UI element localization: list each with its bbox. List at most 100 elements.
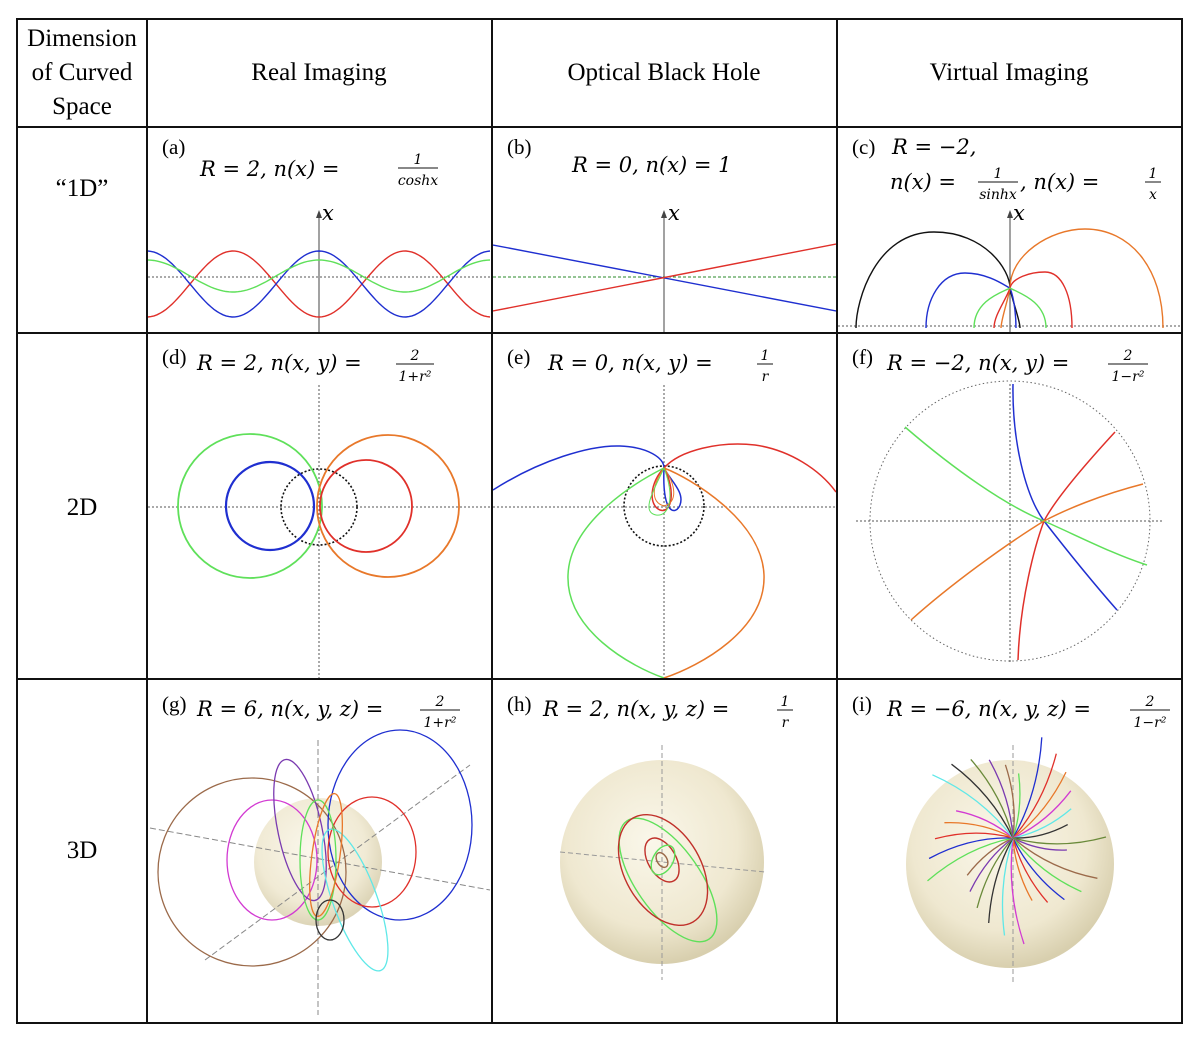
panel-e-orange-loop xyxy=(663,467,765,678)
panel-g-red-loop xyxy=(327,796,417,908)
panel-h-brown-inner xyxy=(655,851,669,869)
panel-g-axis-x xyxy=(149,827,491,891)
panel-i-geodesic-ray xyxy=(1012,771,1067,839)
panel-a-green-curve xyxy=(148,259,491,293)
panel-i-geodesic-ray xyxy=(970,758,1014,839)
panel-i-geodesic-ray xyxy=(1012,837,1098,879)
panel-i-geodesic-ray xyxy=(1001,837,1014,936)
panel-c-frac2-num: 1 xyxy=(1149,166,1158,182)
panel-i-geodesic-ray xyxy=(1012,836,1107,845)
panel-c-orange-arc xyxy=(1009,228,1164,329)
panel-d-orange-circle xyxy=(316,434,460,578)
panel-d-unit-circle xyxy=(280,468,358,546)
panel-e-red-loop xyxy=(651,467,672,511)
panel-i-frac-num: 2 xyxy=(1145,694,1155,710)
panel-i-geodesic-ray xyxy=(988,759,1014,839)
table-grid xyxy=(16,18,1183,1024)
panel-b-axis-x: x xyxy=(668,201,680,225)
panel-i-tag: (i) xyxy=(852,692,872,716)
panel-c-frac1-num: 1 xyxy=(994,166,1003,182)
panel-i-geodesic-ray xyxy=(1012,837,1049,903)
header-row: Dimension of Curved Space Real Imaging O… xyxy=(27,25,1089,120)
panel-h-frac-den: r xyxy=(782,715,790,731)
panel-c-line2a: n(x) = xyxy=(890,170,956,194)
panel-h-frac-num: 1 xyxy=(781,694,790,710)
panel-i-geodesic-ray xyxy=(988,837,1014,924)
panel-i-frac-den: 1−r² xyxy=(1134,715,1167,731)
row-label-3d: 3D xyxy=(67,837,98,864)
panel-i-sphere xyxy=(906,760,1114,968)
panel-d-blue-circle xyxy=(224,460,316,552)
panel-i-geodesic-ray xyxy=(1012,837,1082,893)
panel-c-frac1-den: sinhx xyxy=(979,187,1017,203)
panel-e-tag: (e) xyxy=(507,345,530,369)
panel-c-axis-x: x xyxy=(1013,201,1025,225)
panel-c-line1: R = −2, xyxy=(891,135,976,159)
panel-i-geodesic-ray xyxy=(932,774,1014,839)
panel-d-tag: (d) xyxy=(162,345,187,369)
panel-b: (b) R = 0, n(x) = 1 x xyxy=(493,135,836,332)
panel-e-blue-loop xyxy=(663,467,682,512)
panel-i-geodesic-ray xyxy=(1012,808,1072,839)
panel-b-formula: R = 0, n(x) = 1 xyxy=(571,153,732,177)
panel-e-formula: R = 0, n(x, y) = xyxy=(547,351,713,375)
panel-g-black-loop xyxy=(315,899,345,941)
panel-a-axis-x: x xyxy=(322,201,334,225)
panel-g-formula: R = 6, n(x, y, z) = xyxy=(196,697,383,721)
panel-e-green-loop xyxy=(567,467,665,678)
panel-g-frac-den: 1+r² xyxy=(424,715,457,731)
panel-c-axis-arrow xyxy=(1007,210,1013,218)
panel-i-geodesic-ray xyxy=(928,837,1014,860)
panel-h-axis-x xyxy=(559,851,766,873)
panel-f-frac-den: 1−r² xyxy=(1112,369,1145,385)
panel-h-green-outer xyxy=(618,817,718,943)
panel-f-frac-num: 2 xyxy=(1123,348,1133,364)
panel-a: (a) R = 2, n(x) = 1 coshx x xyxy=(148,135,491,332)
panel-c-line2b: , n(x) = xyxy=(1020,170,1099,194)
panel-i-geodesic-ray xyxy=(1012,824,1069,839)
panel-a-axis-arrow xyxy=(316,210,322,218)
panel-a-red-curve xyxy=(148,250,491,318)
panel-i-geodesic-ray xyxy=(1012,790,1072,839)
panel-c-frac2-den: x xyxy=(1149,187,1157,203)
panel-b-tag: (b) xyxy=(507,135,532,159)
panel-i-geodesic-ray xyxy=(1012,837,1065,901)
panel-i-geodesic-ray xyxy=(955,810,1014,839)
header-virtual-imaging: Virtual Imaging xyxy=(930,59,1089,86)
panel-i-formula: R = −6, n(x, y, z) = xyxy=(886,697,1091,721)
panel-g-green-loop xyxy=(299,799,337,921)
row-label-1d: “1D” xyxy=(56,175,109,202)
panel-c-blue-arc-tail xyxy=(1009,287,1017,329)
panel-f: (f) R = −2, n(x, y) = 2 1−r² xyxy=(852,345,1164,662)
panel-h: (h) R = 2, n(x, y, z) = 1 r xyxy=(507,692,793,980)
panel-g-frac-num: 2 xyxy=(435,694,445,710)
panel-e-red-arc xyxy=(663,443,836,493)
panel-c-red-arc xyxy=(1009,271,1073,329)
panel-e: (e) R = 0, n(x, y) = 1 r xyxy=(493,345,836,678)
panel-g-magenta-loop xyxy=(226,799,318,921)
panel-i-geodesic-ray xyxy=(966,837,1014,876)
panel-c-green-arc-left xyxy=(973,287,1011,329)
panel-d-frac-num: 2 xyxy=(410,348,420,364)
header-dimension-line3: Space xyxy=(52,93,112,120)
panel-b-red-line xyxy=(493,243,836,312)
panel-e-blue-arc xyxy=(493,445,665,491)
panel-g-axis-y xyxy=(204,764,471,961)
panel-i-geodesic-ray xyxy=(927,837,1014,882)
header-real-imaging: Real Imaging xyxy=(251,59,387,86)
panel-a-formula: R = 2, n(x) = xyxy=(199,157,340,181)
panel-c-black-arc xyxy=(855,231,1011,329)
panel-d-formula: R = 2, n(x, y) = xyxy=(196,351,362,375)
panel-i-geodesic-ray xyxy=(969,837,1014,892)
panel-g-orange-loop xyxy=(309,792,343,918)
panel-e-green-small-loop xyxy=(648,467,671,516)
header-dimension-line1: Dimension xyxy=(27,25,137,52)
panel-d-green-circle xyxy=(177,433,323,579)
panel-i-geodesics xyxy=(927,737,1107,945)
panel-e-frac-den: r xyxy=(762,369,770,385)
panel-c-red-arc-tail xyxy=(993,287,1011,329)
panel-h-green-inner xyxy=(650,844,676,876)
panel-g-purple-loop xyxy=(273,758,327,902)
panel-i-geodesic-ray xyxy=(1004,764,1015,839)
